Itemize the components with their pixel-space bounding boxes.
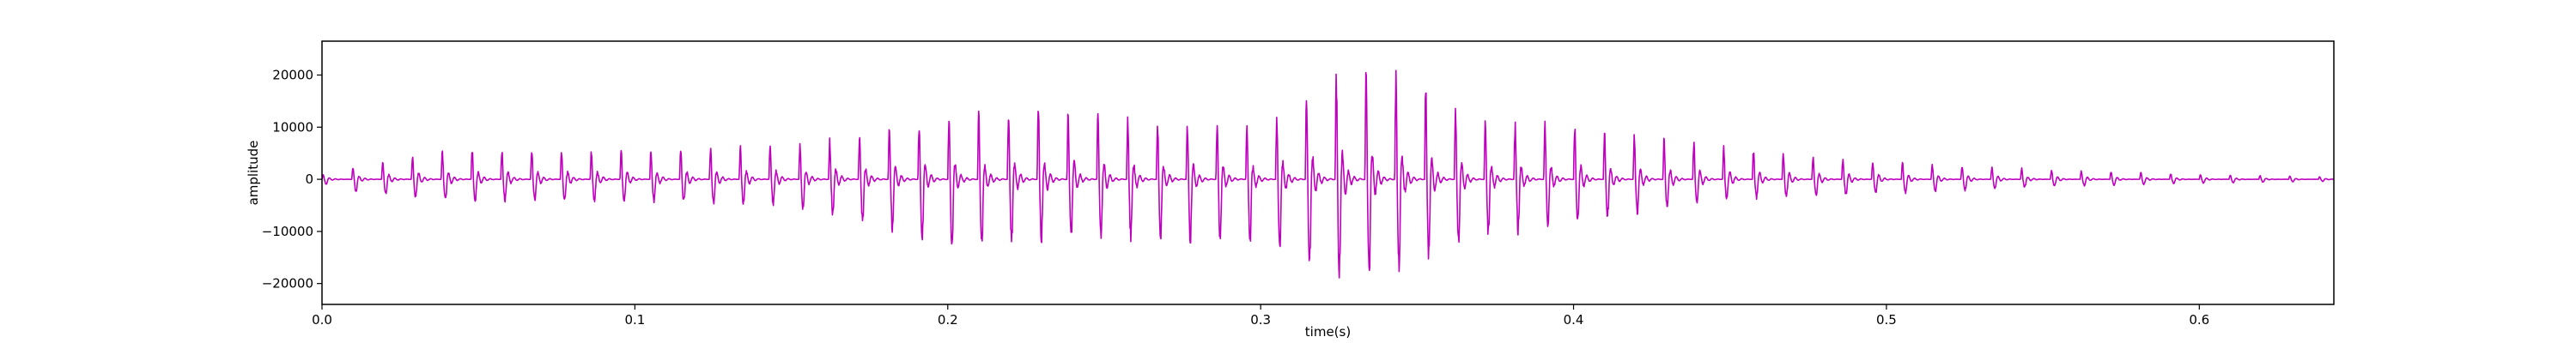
y-tick-label: −10000 <box>262 224 313 239</box>
y-tick-label: 10000 <box>272 119 313 135</box>
x-tick-label: 0.0 <box>312 312 332 328</box>
x-axis: 0.0 0.1 0.2 0.3 0.4 0.5 0.6 <box>312 304 2209 328</box>
x-tick-label: 0.3 <box>1250 312 1271 328</box>
waveform-series-line <box>321 69 2334 279</box>
y-tick-label: −20000 <box>262 276 313 292</box>
y-tick-label: 20000 <box>272 68 313 83</box>
x-tick-label: 0.2 <box>938 312 958 328</box>
x-tick-label: 0.6 <box>2189 312 2209 328</box>
y-tick-label: 0 <box>305 172 313 187</box>
x-tick-label: 0.5 <box>1876 312 1897 328</box>
y-axis: −20000 −10000 0 10000 20000 <box>262 68 322 292</box>
plot-frame <box>321 40 2335 305</box>
x-tick-label: 0.4 <box>1564 312 1584 328</box>
x-axis-label: time(s) <box>1305 324 1351 340</box>
waveform-layer <box>321 69 2334 279</box>
x-tick-label: 0.1 <box>624 312 645 328</box>
y-axis-label: amplitude <box>246 141 261 206</box>
